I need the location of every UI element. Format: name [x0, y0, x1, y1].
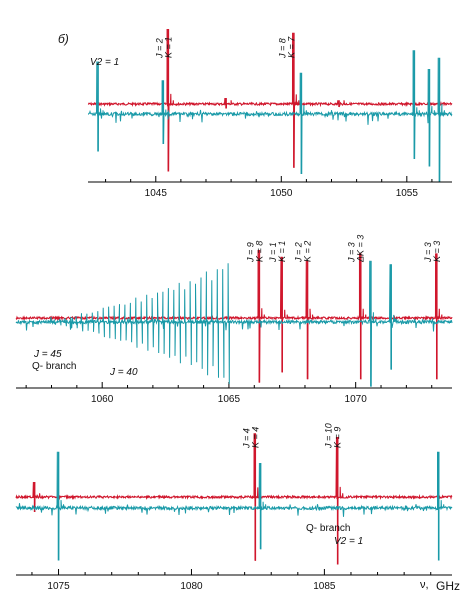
- blue-spectrum-trace: [16, 452, 452, 561]
- peak-annotation: K = 9: [333, 427, 343, 448]
- tick-label: 1065: [218, 394, 241, 405]
- peak-annotation: K = 7: [286, 36, 296, 58]
- tick-label: 1075: [47, 581, 70, 592]
- blue-spectrum-trace: [16, 261, 452, 387]
- note-v2-top: V2 = 1: [90, 57, 119, 68]
- red-spectrum-trace: [16, 433, 452, 564]
- tick-label: 1070: [345, 394, 368, 405]
- tick-label: 1080: [180, 581, 203, 592]
- blue-spectrum-trace: [88, 50, 452, 181]
- note-j45: J = 45: [33, 349, 62, 360]
- note-j40: J = 40: [109, 367, 138, 378]
- tick-label: 1045: [145, 188, 168, 199]
- note-v2-bottom: V2 = 1: [334, 536, 363, 547]
- peak-annotation: K = 1: [277, 241, 287, 262]
- peak-annotation: K = 4: [250, 427, 260, 448]
- unit-label: GHz: [436, 579, 460, 593]
- peak-annotation: K = 1: [163, 37, 173, 58]
- note-q-branch-bottom: Q- branch: [306, 523, 350, 534]
- note-q-branch-middle: Q- branch: [32, 361, 76, 372]
- tick-label: 1060: [91, 394, 114, 405]
- tick-label: 1055: [396, 188, 419, 199]
- tick-label: 1085: [313, 581, 336, 592]
- peak-annotation: K = 3: [432, 241, 442, 262]
- peak-annotation: K = 2: [303, 241, 313, 262]
- peak-annotation: K = 8: [254, 241, 264, 262]
- red-spectrum-trace: [88, 29, 452, 172]
- peak-annotation: ΔK = 3: [356, 235, 366, 263]
- nu-symbol: ν,: [420, 579, 429, 591]
- figure-label: б): [58, 32, 69, 46]
- tick-label: 1050: [270, 188, 293, 199]
